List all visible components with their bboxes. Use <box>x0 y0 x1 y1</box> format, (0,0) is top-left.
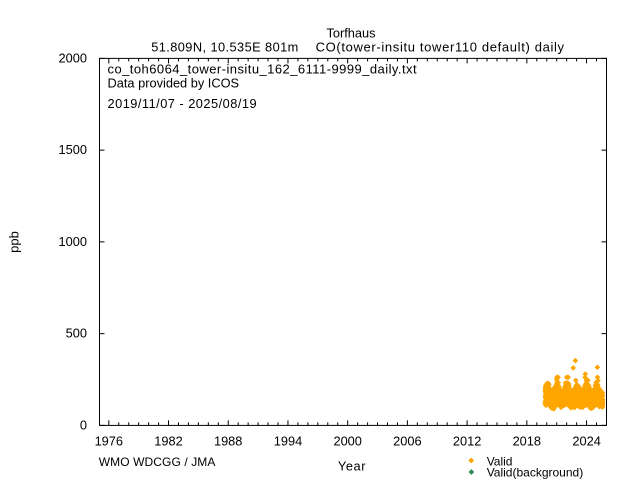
svg-text:1994: 1994 <box>274 434 302 449</box>
svg-text:Valid: Valid <box>487 454 513 468</box>
svg-text:1000: 1000 <box>59 234 87 249</box>
svg-text:2000: 2000 <box>59 50 87 65</box>
svg-text:0: 0 <box>80 417 87 432</box>
svg-text:1500: 1500 <box>59 142 87 157</box>
svg-text:Year: Year <box>338 459 366 474</box>
svg-text:2012: 2012 <box>453 434 481 449</box>
svg-text:1988: 1988 <box>214 434 242 449</box>
svg-text:co_toh6064_tower-insitu_162_61: co_toh6064_tower-insitu_162_6111-9999_da… <box>108 61 418 76</box>
svg-text:ppb: ppb <box>6 231 21 253</box>
svg-text:Data provided by ICOS: Data provided by ICOS <box>108 76 240 91</box>
svg-text:Valid(background): Valid(background) <box>487 465 584 479</box>
svg-text:1976: 1976 <box>95 434 123 449</box>
svg-text:51.809N, 10.535E 801m: 51.809N, 10.535E 801m <box>151 39 299 54</box>
svg-text:2019/11/07 - 2025/08/19: 2019/11/07 - 2025/08/19 <box>108 96 258 111</box>
svg-text:2018: 2018 <box>513 434 541 449</box>
svg-text:Torfhaus: Torfhaus <box>326 25 375 40</box>
svg-text:2024: 2024 <box>572 434 600 449</box>
svg-text:1982: 1982 <box>154 434 182 449</box>
svg-text:500: 500 <box>66 326 87 341</box>
svg-text:2000: 2000 <box>333 434 361 449</box>
svg-text:WMO WDCGG / JMA: WMO WDCGG / JMA <box>99 455 216 469</box>
svg-text:CO(tower-insitu tower110 defau: CO(tower-insitu tower110 default) daily <box>316 39 565 54</box>
svg-text:2006: 2006 <box>393 434 421 449</box>
